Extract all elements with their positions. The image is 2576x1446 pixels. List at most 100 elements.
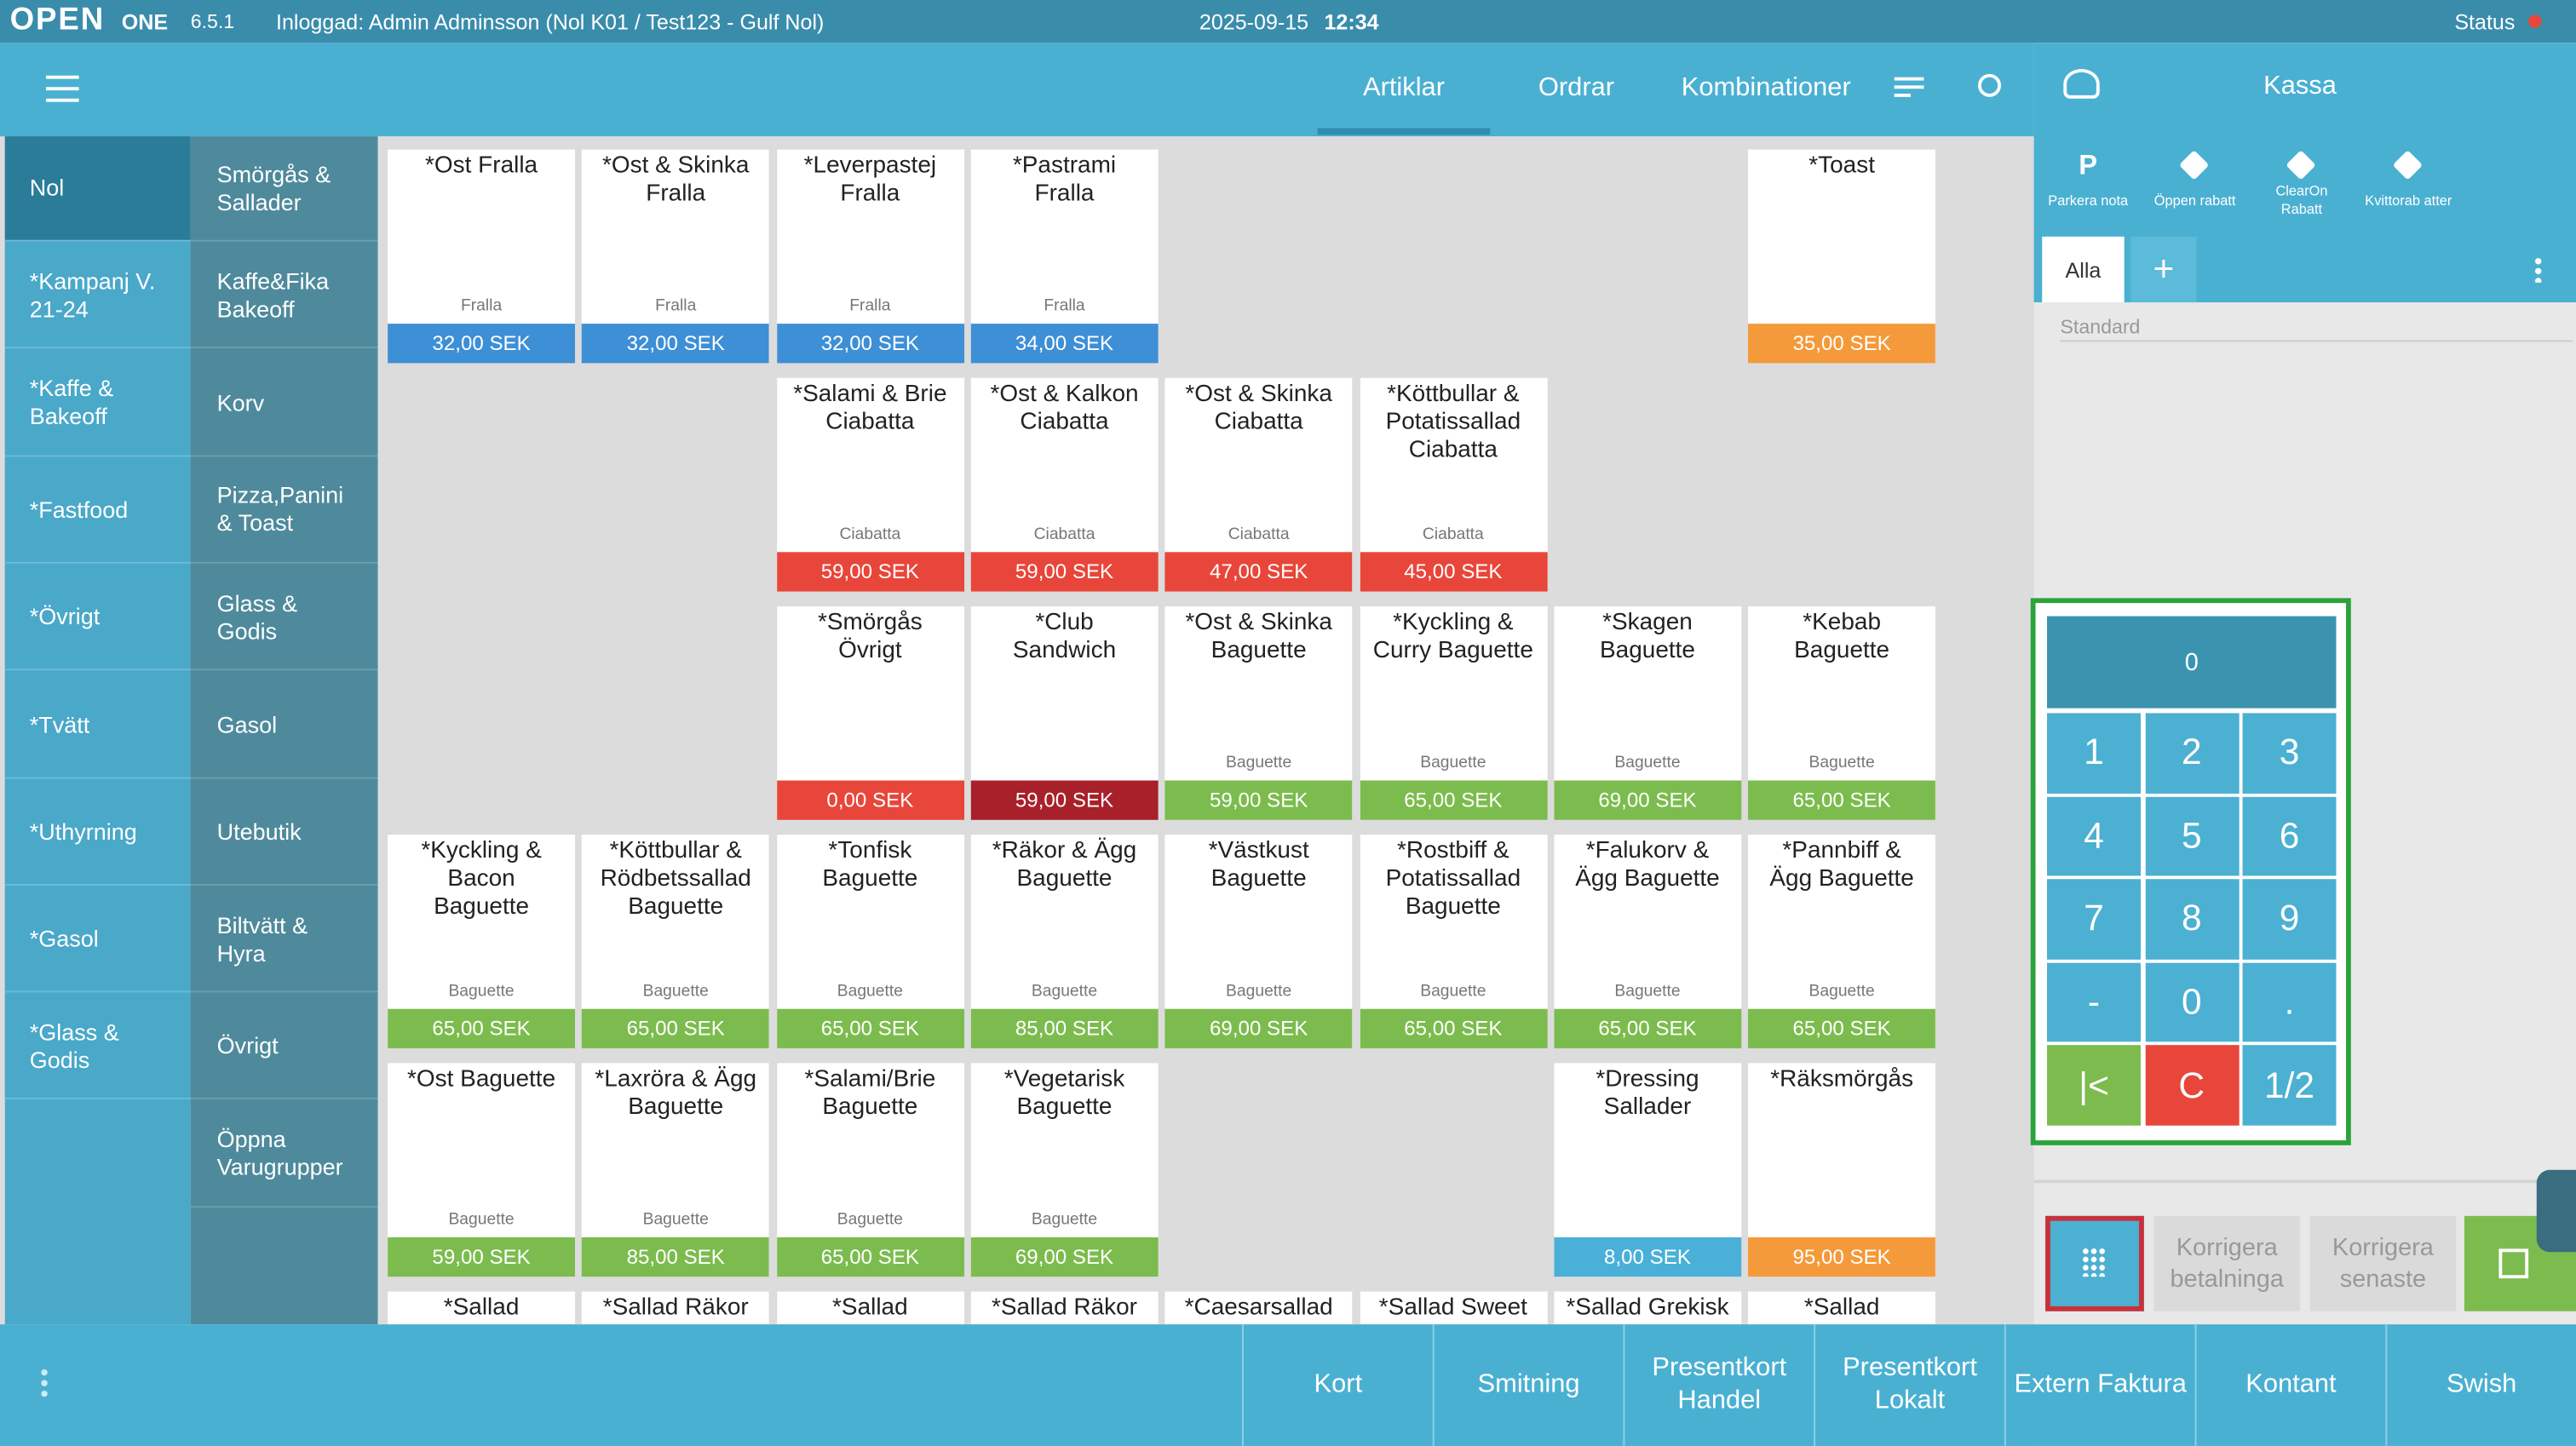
payment-button[interactable]: Kort [1242,1324,1433,1446]
subgroup-button[interactable]: Glass & Godis [190,565,378,671]
product-tile[interactable]: *Sallad Sweet [1359,1291,1547,1325]
keypad-key[interactable]: . [2242,962,2337,1042]
product-tile[interactable]: *Räksmörgås 95,00 SEK [1748,1063,1936,1277]
group-button[interactable]: *Tvätt [4,673,191,778]
subgroup-button[interactable]: Öppna Varugrupper [190,1102,378,1208]
correction-button[interactable]: Korrigera senaste [2309,1215,2457,1311]
product-tile[interactable]: *Pastrami Fralla Fralla 34,00 SEK [970,149,1159,364]
product-tile[interactable]: *Kyckling & Bacon Baguette Baguette 65,00 … [388,835,576,1049]
keypad-key[interactable]: - [2047,962,2141,1042]
product-tile[interactable]: *Salami & Brie Ciabatta Ciabatta 59,00 SEK [776,377,964,592]
group-button[interactable]: *Gasol [4,887,191,993]
product-tile[interactable]: *Sallad Räkor [582,1291,770,1325]
product-tile[interactable]: *Vegetarisk Baguette Baguette 69,00 SEK [970,1063,1159,1277]
subgroup-button[interactable]: Gasol [190,673,378,778]
keypad-key[interactable]: |< [2047,1045,2141,1126]
product-tile[interactable]: *Sallad [1748,1291,1936,1325]
subgroup-button[interactable]: Smörgås & Sallader [190,136,378,242]
keypad-key[interactable]: 3 [2242,713,2337,793]
add-ticket[interactable]: + [2130,236,2197,303]
group-button[interactable]: *Uthyrning [4,780,191,886]
product-tile[interactable]: *Sallad Grekisk [1554,1291,1741,1325]
product-group: Baguette [1420,981,1486,1001]
product-tile[interactable]: *Sallad Räkor [970,1291,1159,1325]
product-tile[interactable]: *Smörgås Övrigt 0,00 SEK [776,605,964,820]
menu-button[interactable] [46,75,79,102]
subgroup-button[interactable]: Korv [190,351,378,456]
keypad-toggle[interactable] [2045,1215,2144,1311]
keypad-key[interactable]: 6 [2242,796,2337,876]
product-tile[interactable]: *Ost & Skinka Fralla Fralla 32,00 SEK [582,149,770,364]
product-tile[interactable]: *Köttbullar & Potatissallad Ciabatta Ciab… [1359,377,1547,592]
group-button[interactable]: *Kaffe & Bakeoff [4,351,191,456]
search-icon[interactable] [1978,73,2002,97]
keypad-key[interactable]: 1/2 [2242,1045,2337,1126]
more-menu[interactable] [2534,256,2542,283]
product-tile[interactable]: *Caesarsallad [1164,1291,1353,1325]
product-tile[interactable]: *Laxröra & Ägg Baguette Baguette 85,00 SEK [582,1063,770,1277]
subgroup-button[interactable]: Övrigt [190,995,378,1100]
payment-button[interactable]: Kontant [2194,1324,2386,1446]
payment-button[interactable]: Smitning [1432,1324,1624,1446]
payment-button[interactable]: Presentkort Lokalt [1814,1324,2004,1446]
group-button[interactable]: *Fastfood [4,458,191,564]
product-tile[interactable]: *Ost & Kalkon Ciabatta Ciabatta 59,00 SEK [970,377,1159,592]
keypad-key[interactable]: C [2144,1045,2239,1126]
subgroup-button[interactable]: Pizza,Panini & Toast [190,458,378,564]
payment-button[interactable]: Extern Faktura [2004,1324,2195,1446]
product-tile[interactable]: *Ost & Skinka Baguette Baguette 59,00 SEK [1164,605,1353,820]
bottom-menu[interactable] [41,1367,48,1397]
product-tile[interactable]: *Club Sandwich 59,00 SEK [970,605,1159,820]
product-tile[interactable]: *Västkust Baguette Baguette 69,00 SEK [1164,835,1353,1049]
product-price: 59,00 SEK [1164,780,1353,820]
keypad-key[interactable]: 7 [2047,879,2141,960]
product-tile[interactable]: *Kyckling & Curry Baguette Baguette 65,00 … [1359,605,1547,820]
product-group: Fralla [849,296,891,315]
keypad-key[interactable]: 0 [2144,962,2239,1042]
product-tile[interactable]: *Köttbullar & Rödbetssallad Baguette Bagu… [582,835,770,1049]
keypad-key[interactable]: 9 [2242,879,2337,960]
product-tile[interactable]: *Rostbiff & Potatissallad Baguette Baguet… [1359,835,1547,1049]
keypad-key[interactable]: 1 [2047,713,2141,793]
group-button[interactable]: *Glass & Godis [4,995,191,1100]
product-tile[interactable]: *Falukorv & Ägg Baguette Baguette 65,00 SE… [1554,835,1741,1049]
product-tile[interactable]: *Skagen Baguette Baguette 69,00 SEK [1554,605,1741,820]
group-button[interactable]: *Övrigt [4,565,191,671]
product-tile[interactable]: *Pannbiff & Ägg Baguette Baguette 65,00 SE… [1748,835,1936,1049]
product-price: 69,00 SEK [1554,780,1741,820]
product-tile[interactable]: *Ost Baguette Baguette 59,00 SEK [388,1063,576,1277]
product-tile[interactable]: *Räkor & Ägg Baguette Baguette 85,00 SEK [970,835,1159,1049]
subgroup-button[interactable]: Biltvätt & Hyra [190,887,378,993]
product-tile[interactable]: *Tonfisk Baguette Baguette 65,00 SEK [776,835,964,1049]
subgroup-button[interactable]: Kaffe&Fika Bakeoff [190,244,378,349]
product-tile[interactable]: *Leverpastej Fralla Fralla 32,00 SEK [776,149,964,364]
product-tile[interactable]: *Kebab Baguette Baguette 65,00 SEK [1748,605,1936,820]
product-tile[interactable]: *Ost & Skinka Ciabatta Ciabatta 47,00 SEK [1164,377,1353,592]
product-name: *Ost & Skinka Baguette [1185,609,1332,664]
group-button[interactable]: *Kampanj V. 21-24 [4,244,191,349]
product-tile[interactable]: *Sallad [776,1291,964,1325]
product-tile[interactable]: *Ost Fralla Fralla 32,00 SEK [388,149,576,364]
add-customer-icon[interactable] [2063,69,2100,99]
payment-button[interactable]: Presentkort Handel [1623,1324,1814,1446]
group-button[interactable]: Nol [4,136,191,242]
action-icon[interactable]: P [2079,149,2098,181]
tab[interactable]: Kombinationer [1681,72,1851,101]
product-tile[interactable]: *Salami/Brie Baguette Baguette 65,00 SEK [776,1063,964,1277]
payment-button[interactable]: Swish [2385,1324,2576,1446]
date: 2025-09-15 [1199,9,1309,34]
product-tile[interactable]: *Sallad [388,1291,576,1325]
product-price: 65,00 SEK [582,1008,770,1049]
keypad-key[interactable]: 4 [2047,796,2141,876]
product-tile[interactable]: *Toast 35,00 SEK [1748,149,1936,364]
tab[interactable]: Ordrar [1538,72,1615,101]
product-group: Ciabatta [1228,525,1290,543]
ticket-tab[interactable]: Alla [2042,236,2125,303]
keypad-key[interactable]: 2 [2144,713,2239,793]
subgroup-button[interactable]: Utebutik [190,780,378,886]
product-tile[interactable]: *Dressing Sallader 8,00 SEK [1554,1063,1741,1277]
tab[interactable]: Artiklar [1362,72,1445,101]
correction-button[interactable]: Korrigera betalninga [2153,1215,2301,1311]
keypad-key[interactable]: 5 [2144,796,2239,876]
keypad-key[interactable]: 8 [2144,879,2239,960]
